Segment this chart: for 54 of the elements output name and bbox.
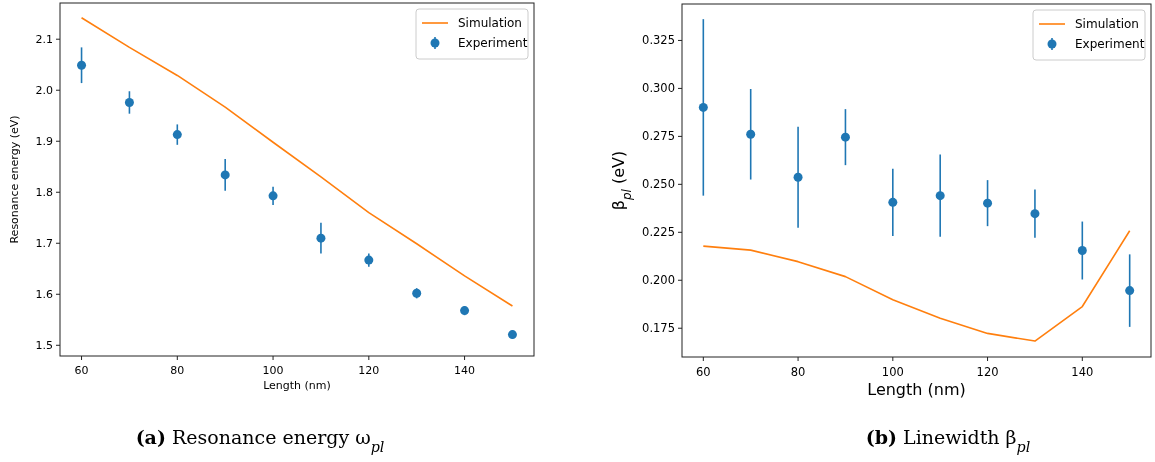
y-tick-label: 2.0	[35, 84, 53, 98]
y-tick-label: 1.9	[35, 135, 53, 149]
point	[412, 288, 422, 298]
x-axis-title: Length (nm)	[867, 380, 966, 399]
point	[77, 60, 87, 70]
point	[983, 198, 993, 208]
y-tick-label: 0.250	[642, 177, 675, 192]
legend-label: Experiment	[458, 36, 528, 51]
point	[1030, 209, 1040, 219]
point	[746, 129, 756, 139]
x-tick-label: 100	[262, 364, 284, 377]
y-axis-title: Resonance energy (eV)	[8, 115, 21, 244]
x-tick-label: 120	[976, 364, 999, 379]
y-tick-label: 1.8	[35, 186, 53, 200]
x-tick-label: 120	[358, 364, 380, 377]
y-tick-label: 0.325	[642, 33, 675, 48]
line-series	[702, 229, 1131, 342]
point	[698, 102, 708, 112]
point	[793, 172, 803, 182]
point	[1077, 246, 1087, 256]
point	[1125, 286, 1135, 296]
point	[507, 330, 517, 340]
point	[364, 255, 374, 265]
x-tick-label: 100	[881, 364, 904, 379]
x-tick-label: 140	[454, 364, 476, 377]
x-tick-label: 140	[1071, 364, 1094, 379]
x-tick-label: 60	[74, 364, 89, 377]
x-tick-label: 80	[170, 364, 185, 377]
text: (a) Resonance energy ω$_{pl}$	[135, 426, 385, 455]
y-tick-label: 1.5	[35, 339, 53, 353]
y-tick-label: 0.300	[642, 81, 675, 96]
point	[935, 191, 945, 201]
y-tick-label: 1.7	[35, 237, 53, 251]
y-tick-label: 0.175	[642, 321, 675, 336]
point	[888, 197, 898, 207]
text: (b) Linewidth β$_{pl}$	[865, 426, 1031, 455]
point	[840, 132, 850, 142]
y-tick-label: 0.275	[642, 129, 675, 144]
y-tick-label: 2.1	[35, 33, 53, 47]
point	[220, 170, 230, 180]
y-tick-label: 0.225	[642, 225, 675, 240]
y-tick-label: 0.200	[642, 273, 675, 288]
point	[268, 191, 278, 201]
point	[124, 97, 134, 107]
point	[172, 130, 182, 140]
legend-label: Simulation	[458, 16, 522, 31]
x-tick-label: 80	[790, 364, 806, 379]
legend-label: Experiment	[1075, 37, 1145, 52]
point	[316, 233, 326, 243]
point	[460, 306, 470, 316]
x-tick-label: 60	[696, 364, 711, 379]
y-tick-label: 1.6	[35, 288, 53, 302]
x-axis-title: Length (nm)	[263, 379, 331, 392]
legend-label: Simulation	[1075, 17, 1139, 32]
